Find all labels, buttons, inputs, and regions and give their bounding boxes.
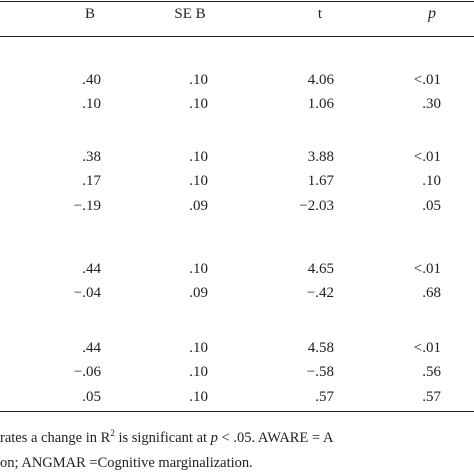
table-cell: 1.67 [307,173,334,190]
table-cell: .17 [82,173,101,190]
table-cell: −2.03 [299,197,334,214]
table-cell: .10 [189,340,208,356]
footnote-line: rates a change in R2 is significant at p… [0,429,333,447]
table-cell: 4.06 [307,72,334,88]
table-cell: .10 [189,261,208,277]
table-cell: .44 [82,340,101,356]
table-cell: .68 [422,285,441,302]
table-cell: 4.58 [307,340,334,356]
table-cell: .05 [422,197,441,214]
table-cell: .30 [422,96,441,113]
table-cell: −.58 [306,364,334,381]
superscript: 2 [110,428,115,438]
table-cell: .56 [422,364,441,381]
column-header: B [84,6,96,22]
table-cell: −.04 [73,285,101,302]
table-cell: .57 [315,388,334,405]
column-header: p [428,5,436,22]
table-cell: .38 [82,149,101,165]
footnote-text: is significant at [114,430,211,446]
table-cell: .40 [82,72,101,88]
table-cell: .10 [189,96,208,113]
table-cell: −.42 [306,285,334,302]
table-cell: 4.65 [307,261,334,277]
column-header: t [317,6,323,22]
footnote-line: on; ANGMAR =Cognitive marginalization. [0,455,253,471]
table-cell: .10 [189,364,208,381]
table-cell: .05 [82,388,101,405]
table-cell: −.06 [73,364,101,381]
italic-p: p [210,430,218,446]
table-cell: .09 [189,285,208,302]
header-rule [0,36,474,37]
footnote-text: rates a change in R [0,430,111,446]
top-rule [0,1,474,2]
table-cell: −.19 [73,197,101,214]
table-cell: .10 [82,96,101,113]
column-header: SE B [174,6,206,22]
table-cell: .10 [189,173,208,190]
table-cell: .10 [189,72,208,88]
bottom-rule [0,411,474,412]
table-cell: .10 [422,173,441,190]
table-cell: .44 [82,261,101,277]
table-cell: <.01 [413,149,441,165]
table-cell: .10 [189,149,208,165]
table-cell: .09 [189,197,208,214]
table-cell: .10 [189,388,208,405]
table-cell: <.01 [413,72,441,88]
table-cell: <.01 [413,261,441,277]
footnote-text: < .05. AWARE = A [217,430,334,446]
table-cell: 3.88 [307,149,334,165]
table-cell: .57 [422,388,441,405]
table-cell: <.01 [413,340,441,356]
table-cell: 1.06 [307,96,334,113]
